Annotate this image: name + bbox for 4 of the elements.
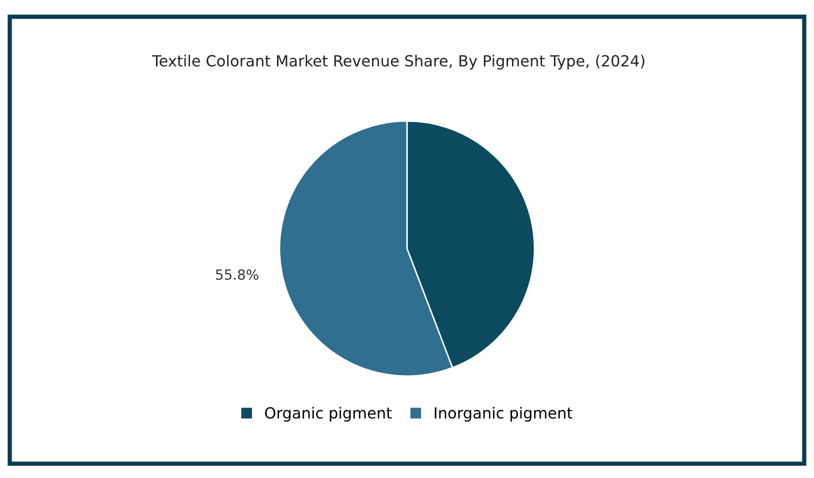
legend-label: Inorganic pigment — [434, 406, 572, 422]
data-label: 55.8% — [216, 269, 258, 280]
chart-title: Textile Colorant Market Revenue Share, By Pigment Type, (2024) — [152, 54, 644, 70]
legend-label: Organic pigment — [265, 406, 392, 422]
